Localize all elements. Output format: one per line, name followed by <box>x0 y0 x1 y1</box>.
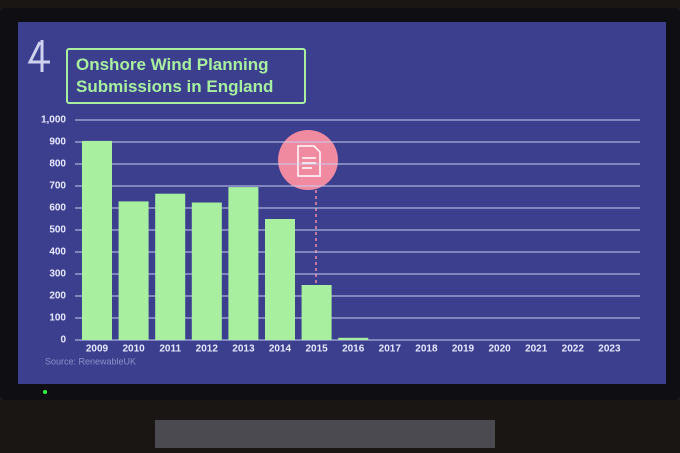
bar <box>155 193 186 340</box>
bar <box>118 201 149 340</box>
x-tick-label: 2015 <box>305 344 328 355</box>
y-tick-label: 900 <box>49 137 66 148</box>
bar <box>228 187 259 340</box>
x-tick-label: 2023 <box>598 344 621 355</box>
x-tick-label: 2017 <box>379 344 402 355</box>
x-tick-label: 2021 <box>525 344 548 355</box>
y-tick-label: 400 <box>49 247 66 258</box>
x-tick-label: 2020 <box>488 344 511 355</box>
y-tick-label: 200 <box>49 291 66 302</box>
y-tick-label: 500 <box>49 225 66 236</box>
power-led <box>43 390 47 394</box>
x-tick-label: 2019 <box>452 344 475 355</box>
chart-title: Onshore Wind Planning Submissions in Eng… <box>66 48 306 104</box>
x-tick-label: 2012 <box>196 344 219 355</box>
bar <box>265 219 295 340</box>
bar <box>191 202 222 340</box>
x-tick-label: 2009 <box>86 344 109 355</box>
y-tick-label: 800 <box>49 159 66 170</box>
x-tick-label: 2011 <box>159 344 181 355</box>
x-tick-label: 2014 <box>269 344 292 355</box>
channel-logo <box>27 40 50 72</box>
y-tick-label: 700 <box>49 181 66 192</box>
source: Source: RenewableUK <box>45 356 136 366</box>
annotation-circle <box>278 130 338 190</box>
y-tick-label: 100 <box>49 313 66 324</box>
y-tick-label: 600 <box>49 203 66 214</box>
x-tick-label: 2022 <box>562 344 585 355</box>
x-tick-label: 2013 <box>232 344 255 355</box>
x-tick-label: 2016 <box>342 344 365 355</box>
bar <box>301 285 332 340</box>
bar <box>338 337 369 340</box>
y-tick-label: 0 <box>60 335 66 346</box>
bar <box>82 140 112 340</box>
x-tick-label: 2018 <box>415 344 438 355</box>
x-tick-label: 2010 <box>122 344 145 355</box>
y-tick-label: 1,000 <box>41 115 66 126</box>
tv-stand <box>155 420 495 448</box>
y-tick-label: 300 <box>49 269 66 280</box>
